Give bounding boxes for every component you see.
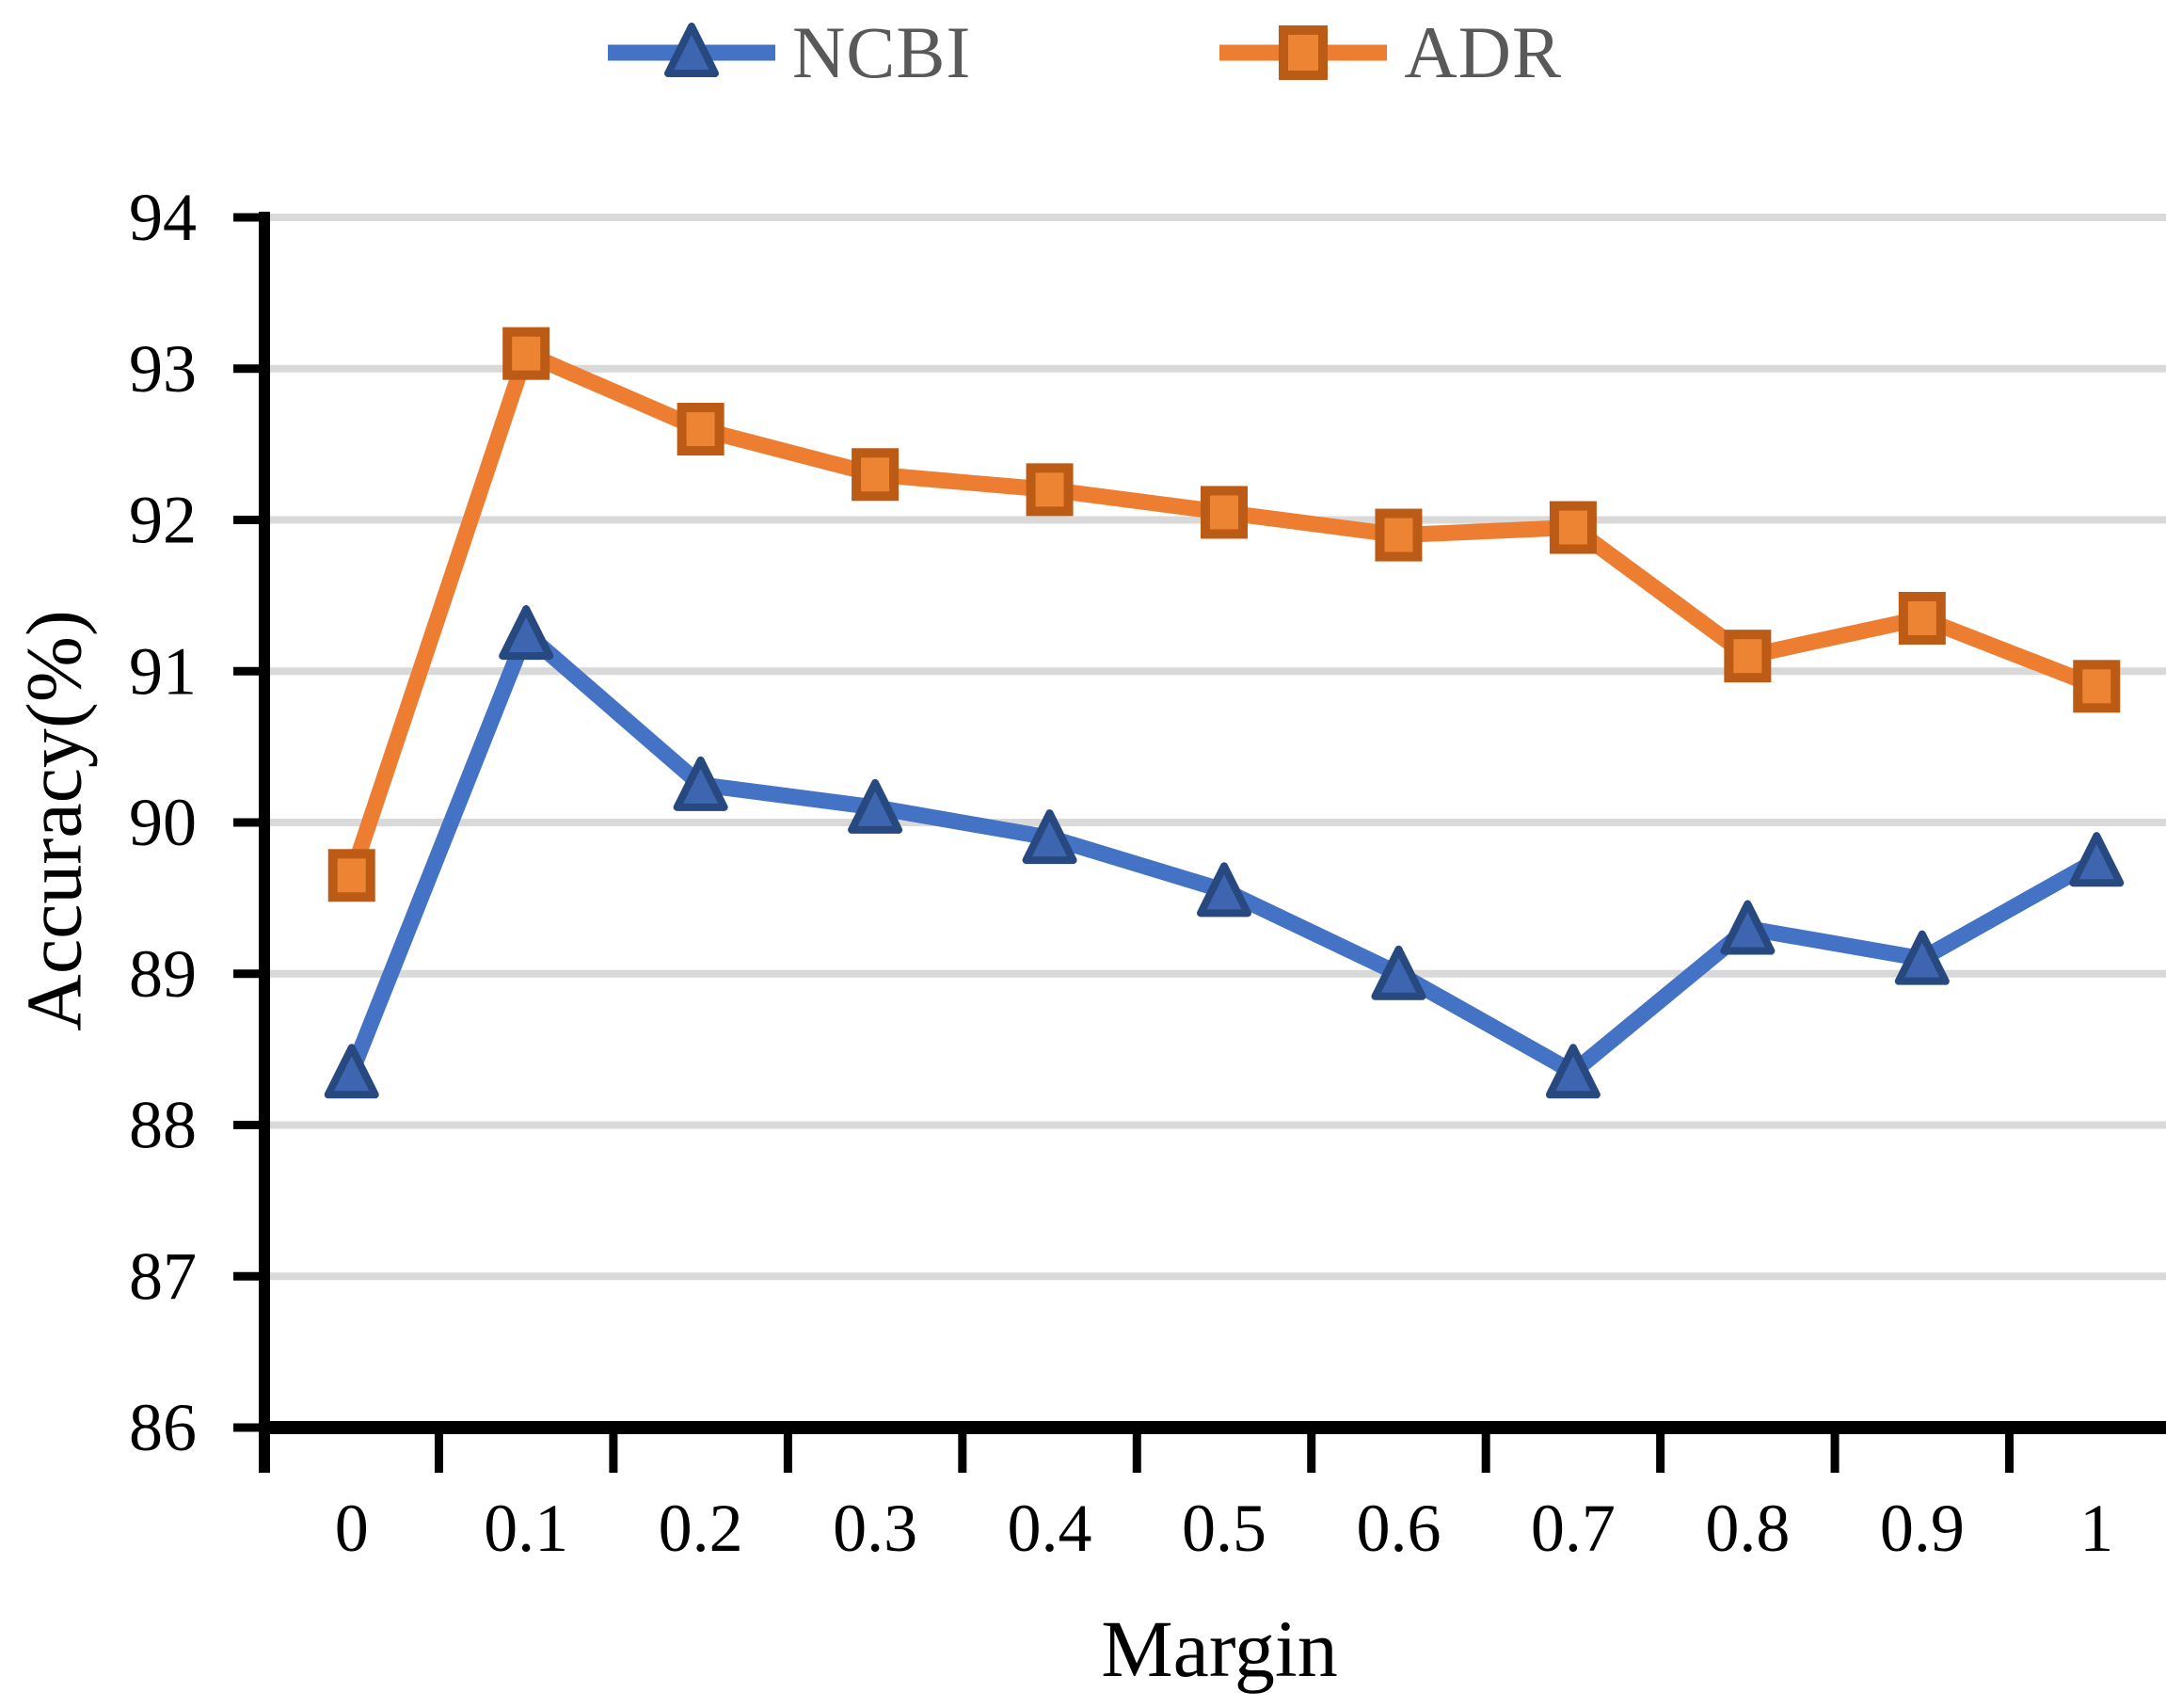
y-axis-title: Accuracy(%) (10, 610, 99, 1031)
marker-adr-5 (1201, 486, 1248, 539)
legend-label-adr: ADR (1404, 11, 1563, 93)
marker-adr-10 (2073, 660, 2121, 713)
x-tick-label-0.5: 0.5 (1182, 1491, 1266, 1566)
marker-adr-1 (502, 327, 550, 380)
legend-ncbi-marker-icon (607, 23, 775, 77)
y-tick-label-91: 91 (129, 633, 197, 709)
y-tick-label-86: 86 (129, 1390, 197, 1465)
x-tick-label-0: 0 (335, 1491, 369, 1566)
chart-legend: NCBI ADR (0, 15, 2166, 90)
marker-adr-7 (1549, 501, 1597, 554)
marker-ncbi-3 (848, 778, 903, 834)
y-tick-label-90: 90 (129, 785, 197, 860)
marker-adr-8 (1724, 630, 1772, 683)
marker-ncbi-4 (1022, 809, 1077, 865)
marker-adr-6 (1375, 508, 1423, 562)
series-line-adr (343, 345, 2105, 884)
y-tick-label-87: 87 (129, 1238, 197, 1314)
marker-adr-2 (677, 403, 725, 456)
marker-adr-4 (1026, 463, 1074, 517)
x-tick-label-0.4: 0.4 (1008, 1491, 1092, 1566)
marker-ncbi-10 (2069, 832, 2125, 887)
marker-ncbi-9 (1894, 930, 1950, 985)
y-tick-label-94: 94 (129, 180, 197, 255)
marker-adr-9 (1898, 591, 1946, 645)
marker-ncbi-7 (1545, 1044, 1601, 1099)
x-tick-label-0.7: 0.7 (1531, 1491, 1616, 1566)
marker-adr-3 (852, 448, 900, 502)
marker-ncbi-6 (1371, 945, 1426, 1000)
legend-label-ncbi: NCBI (791, 11, 972, 93)
y-tick-label-92: 92 (129, 483, 197, 558)
y-tick-label-89: 89 (129, 936, 197, 1012)
marker-ncbi-8 (1720, 900, 1776, 955)
x-axis-title: Margin (1101, 1604, 1338, 1694)
x-tick-label-0.6: 0.6 (1356, 1491, 1441, 1566)
marker-ncbi-0 (324, 1044, 379, 1099)
legend-item-adr: ADR (1216, 15, 1562, 90)
marker-ncbi-2 (673, 756, 728, 811)
legend-item-ncbi: NCBI (604, 15, 971, 90)
y-tick-label-88: 88 (129, 1088, 197, 1163)
x-tick-label-0.1: 0.1 (484, 1491, 568, 1566)
legend-adr-marker-icon (1219, 25, 1388, 80)
marker-ncbi-1 (499, 605, 554, 661)
marker-ncbi-5 (1197, 862, 1251, 918)
y-tick-label-93: 93 (129, 331, 197, 407)
x-tick-label-1: 1 (2079, 1491, 2113, 1566)
x-tick-label-0.8: 0.8 (1705, 1491, 1790, 1566)
marker-adr-0 (327, 849, 375, 902)
x-tick-label-0.2: 0.2 (659, 1491, 743, 1566)
x-tick-label-0.9: 0.9 (1880, 1491, 1965, 1566)
x-tick-label-0.3: 0.3 (833, 1491, 917, 1566)
series-line-ncbi (343, 625, 2105, 1080)
